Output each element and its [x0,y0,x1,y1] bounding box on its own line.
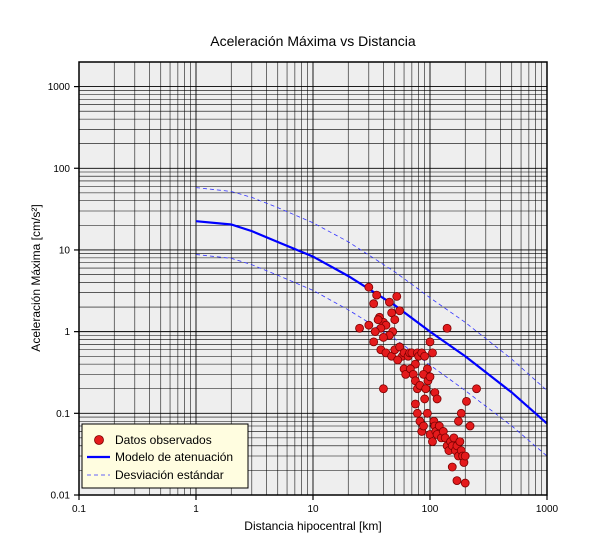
legend-marker-datos-observados [94,435,104,445]
data-point-60 [428,437,437,447]
x-tick-label-4: 1000 [536,504,559,515]
data-point-87 [462,396,471,406]
series-line-1 [195,220,548,425]
data-point-52 [410,399,420,409]
data-point-9 [392,291,402,301]
data-point-86 [456,408,466,418]
y-tick-label-2: 1 [64,327,70,338]
data-point-16 [370,327,380,337]
data-point-2 [372,290,382,300]
data-point-81 [460,451,470,461]
data-point-24 [395,342,405,352]
data-point-35 [420,351,430,361]
data-point-85 [454,416,463,426]
legend-label-datos-observados: Datos observados [115,433,212,447]
data-point-49 [425,372,435,382]
data-point-53 [412,408,422,418]
y-tick-label-5: 1000 [48,82,71,93]
data-point-57 [420,394,430,404]
data-point-19 [369,337,379,347]
data-point-8 [390,315,400,325]
data-point-13 [379,332,388,342]
x-tick-label-1: 1 [193,504,199,515]
data-point-58 [422,408,432,418]
data-point-26 [393,355,403,365]
data-point-89 [472,384,481,394]
x-tick-label-3: 100 [422,504,439,515]
data-point-15 [373,315,383,325]
x-tick-label-2: 10 [307,504,319,515]
legend-label-modelo-atenuacion: Modelo de atenuación [115,450,233,464]
scatter-points [355,282,481,488]
y-tick-label-0: 0.01 [51,491,71,502]
data-point-91 [379,384,388,394]
data-point-82 [452,476,462,486]
y-tick-label-3: 10 [59,245,71,256]
y-tick-label-4: 100 [53,164,70,175]
data-point-38 [428,348,437,358]
data-point-0 [364,282,374,292]
y-axis-label: Aceleración Máxima [cm/s²] [29,204,43,351]
data-point-51 [432,394,442,404]
data-point-47 [421,384,431,394]
data-point-84 [447,462,457,472]
data-point-6 [385,297,394,307]
data-point-37 [425,337,435,347]
series-line-2 [195,187,548,391]
data-point-56 [419,421,428,431]
grid [78,61,547,496]
data-point-10 [395,306,405,316]
data-point-90 [442,323,452,333]
data-point-18 [355,323,364,333]
legend-label-desviacion-estandar: Desviación estándar [115,468,224,482]
x-axis-label: Distancia hipocentral [km] [244,519,381,533]
curves [195,187,548,457]
series-line-3 [195,254,548,457]
chart-title: Aceleración Máxima vs Distancia [210,33,416,49]
data-point-1 [369,299,379,309]
data-point-77 [455,437,465,447]
legend: Datos observados Modelo de atenuación De… [81,423,249,489]
data-point-17 [364,320,374,330]
data-point-83 [460,478,470,488]
data-point-88 [465,421,475,431]
x-tick-label-0: 0.1 [72,504,86,515]
y-tick-label-1: 0.1 [56,409,70,420]
